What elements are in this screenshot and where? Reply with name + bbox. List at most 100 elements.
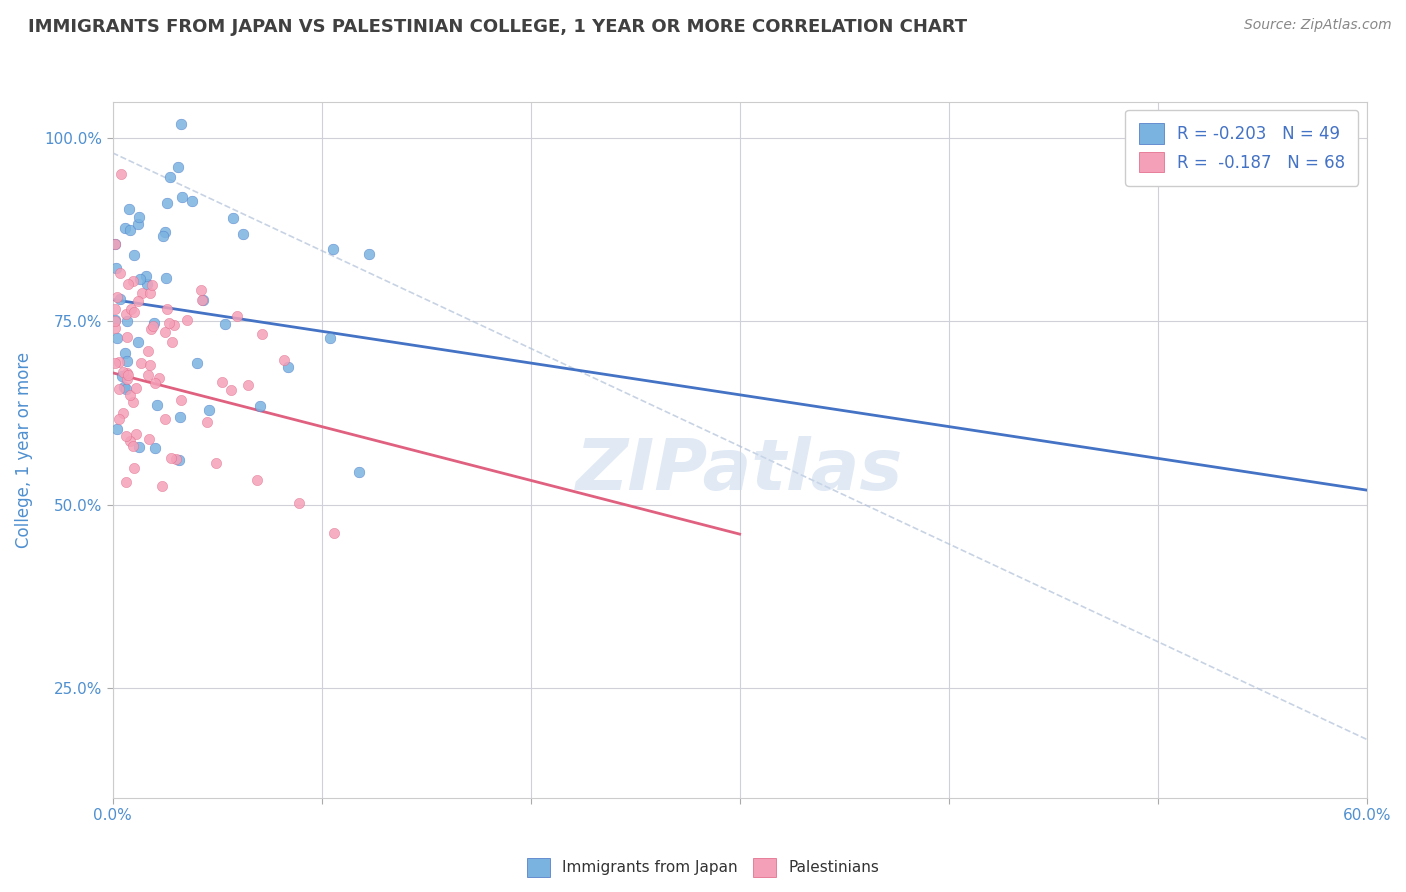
Point	[169, 453, 191, 467]
Point	[277, 359, 299, 374]
Point	[159, 451, 181, 466]
Point	[319, 331, 342, 345]
Point	[181, 194, 204, 208]
Point	[114, 307, 136, 321]
Point	[322, 242, 344, 256]
Point	[135, 269, 157, 284]
Point	[170, 116, 193, 130]
Point	[104, 237, 127, 252]
Point	[143, 376, 166, 390]
Point	[127, 294, 149, 309]
Point	[323, 525, 346, 540]
Point	[232, 227, 254, 241]
Point	[139, 322, 162, 336]
Point	[117, 277, 139, 291]
Point	[167, 160, 190, 174]
Legend: Immigrants from Japan, Palestinians: Immigrants from Japan, Palestinians	[519, 850, 887, 884]
Point	[111, 369, 134, 384]
Point	[105, 260, 128, 275]
Text: ZIPatlas: ZIPatlas	[576, 436, 903, 505]
Point	[236, 378, 259, 392]
Point	[347, 465, 370, 479]
Y-axis label: College, 1 year or more: College, 1 year or more	[15, 351, 32, 548]
Point	[107, 383, 129, 397]
Point	[117, 354, 139, 368]
Point	[115, 382, 138, 396]
Point	[115, 330, 138, 344]
Point	[214, 317, 236, 331]
Point	[159, 170, 181, 185]
Point	[108, 411, 131, 425]
Point	[155, 225, 177, 239]
Point	[125, 381, 148, 395]
Point	[138, 343, 160, 358]
Point	[136, 368, 159, 382]
Point	[222, 211, 245, 226]
Point	[288, 496, 311, 510]
Point	[211, 375, 233, 389]
Point	[110, 168, 132, 182]
Point	[169, 410, 191, 425]
Point	[122, 274, 145, 288]
Point	[118, 223, 141, 237]
Point	[124, 248, 146, 262]
Point	[169, 393, 191, 408]
Point	[128, 440, 150, 454]
Point	[139, 359, 162, 373]
Point	[107, 331, 129, 345]
Point	[112, 380, 135, 394]
Point	[118, 202, 141, 217]
Point	[186, 356, 208, 370]
Point	[112, 406, 135, 420]
Point	[195, 415, 218, 429]
Point	[118, 388, 141, 402]
Point	[226, 309, 249, 323]
Point	[142, 316, 165, 330]
Point	[176, 313, 198, 327]
Point	[153, 412, 176, 426]
Point	[165, 452, 187, 467]
Point	[131, 285, 153, 300]
Point	[190, 293, 212, 308]
Point	[191, 293, 214, 308]
Point	[152, 229, 174, 244]
Point	[148, 371, 170, 385]
Point	[110, 267, 132, 281]
Point	[141, 278, 163, 293]
Point	[156, 302, 179, 317]
Point	[115, 314, 138, 328]
Point	[118, 434, 141, 448]
Point	[107, 290, 129, 304]
Point	[160, 334, 183, 349]
Legend: R = -0.203   N = 49, R =  -0.187   N = 68: R = -0.203 N = 49, R = -0.187 N = 68	[1125, 110, 1358, 186]
Point	[155, 270, 177, 285]
Point	[190, 283, 212, 297]
Point	[146, 398, 169, 412]
Point	[163, 318, 186, 332]
Point	[143, 442, 166, 456]
Point	[219, 383, 242, 397]
Point	[127, 335, 149, 350]
Text: Source: ZipAtlas.com: Source: ZipAtlas.com	[1244, 18, 1392, 32]
Point	[127, 217, 149, 231]
Point	[115, 475, 138, 489]
Point	[120, 301, 142, 316]
Point	[204, 456, 226, 470]
Point	[125, 426, 148, 441]
Point	[114, 220, 136, 235]
Point	[114, 345, 136, 359]
Point	[108, 354, 131, 368]
Point	[357, 246, 380, 260]
Point	[129, 356, 152, 370]
Point	[115, 367, 138, 381]
Point	[117, 368, 139, 382]
Point	[150, 479, 173, 493]
Point	[128, 211, 150, 225]
Point	[142, 319, 165, 334]
Point	[170, 190, 193, 204]
Point	[273, 353, 295, 368]
Point	[104, 321, 127, 335]
Point	[104, 302, 127, 317]
Point	[198, 403, 221, 417]
Point	[122, 460, 145, 475]
